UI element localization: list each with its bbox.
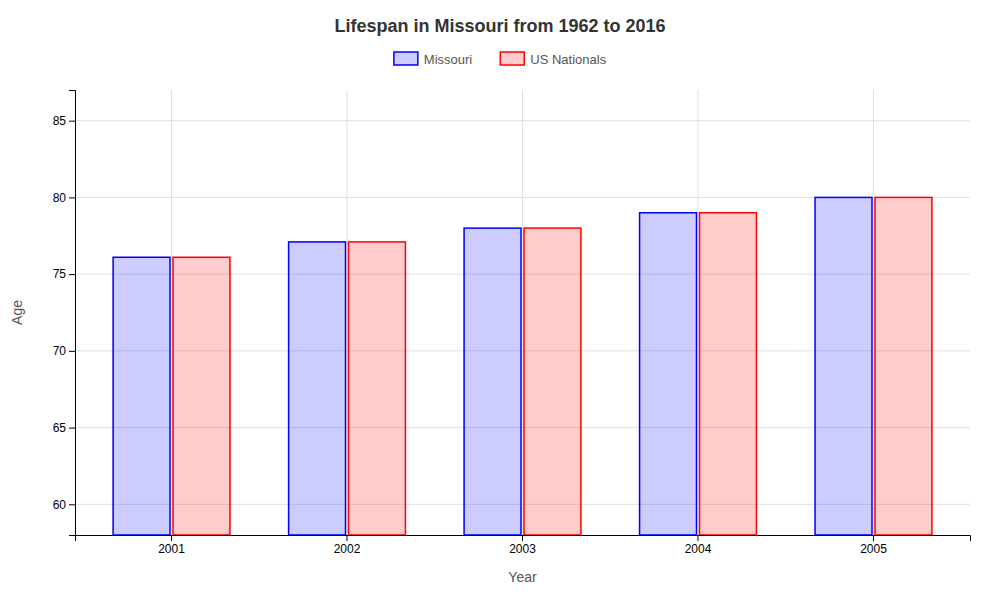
x-tick-label: 2003: [509, 542, 536, 556]
legend: Missouri US Nationals: [394, 52, 607, 67]
chart: 2001 2002 2003 2004 2005 60 65 70 75 80 85 Lifespan…: [0, 0, 1000, 600]
y-axis-line: [69, 91, 76, 536]
x-grid-line: [522, 90, 523, 535]
x-tick-mark: [697, 535, 698, 541]
x-tick: 2003: [509, 535, 536, 556]
y-axis: 60 65 70 75 80 85: [53, 91, 76, 536]
y-tick-label: 60: [53, 498, 67, 512]
x-tick-label: 2005: [860, 542, 887, 556]
y-tick-label: 65: [53, 421, 67, 435]
x-tick: 2002: [334, 535, 361, 556]
bar-series: [113, 197, 872, 535]
x-grid-line: [873, 90, 874, 535]
y-tick-label: 80: [53, 191, 67, 205]
x-axis-title: Year: [508, 569, 537, 585]
x-axis: 2001 2002 2003 2004 2005: [76, 535, 971, 556]
x-grid-line: [697, 90, 698, 535]
x-tick-mark: [171, 535, 172, 541]
legend-swatch: [500, 52, 524, 65]
y-tick-label: 85: [53, 114, 67, 128]
y-axis-title: Age: [9, 300, 25, 325]
y-tick: 60: [53, 498, 75, 512]
x-tick: 2001: [158, 535, 185, 556]
y-tick-label: 70: [53, 344, 67, 358]
bar-series: [173, 197, 932, 535]
title: Lifespan in Missouri from 1962 to 2016: [334, 16, 665, 36]
y-tick: 85: [53, 114, 75, 128]
legend-label: US Nationals: [530, 52, 606, 67]
legend-swatch: [394, 52, 418, 65]
bar: [875, 197, 932, 535]
bar: [173, 257, 230, 535]
grid: [75, 90, 970, 535]
y-tick: 65: [53, 421, 75, 435]
x-tick-mark: [522, 535, 523, 541]
x-tick-label: 2002: [334, 542, 361, 556]
x-tick: 2004: [685, 535, 712, 556]
plot: 2001 2002 2003 2004 2005 60 65 70 75 80 85: [53, 90, 971, 556]
y-tick: 70: [53, 344, 75, 358]
y-tick-mark: [69, 121, 75, 122]
x-tick-mark: [873, 535, 874, 541]
bar: [815, 197, 872, 535]
y-tick-mark: [69, 504, 75, 505]
x-tick-label: 2001: [158, 542, 185, 556]
legend-item: US Nationals: [500, 52, 606, 67]
x-tick-mark: [347, 535, 348, 541]
y-tick-mark: [69, 351, 75, 352]
y-tick: 75: [53, 267, 75, 281]
y-tick-label: 75: [53, 267, 67, 281]
bar: [699, 213, 756, 535]
bars: [113, 197, 932, 535]
x-grid-line: [347, 90, 348, 535]
x-axis-line: [76, 536, 971, 542]
y-tick-mark: [69, 428, 75, 429]
bar: [524, 228, 581, 535]
bar: [289, 242, 346, 535]
legend-item: Missouri: [394, 52, 473, 67]
bar: [113, 257, 170, 535]
x-tick: 2005: [860, 535, 887, 556]
bar: [464, 228, 521, 535]
y-tick: 80: [53, 191, 75, 205]
legend-label: Missouri: [424, 52, 473, 67]
x-grid-line: [171, 90, 172, 535]
y-tick-mark: [69, 274, 75, 275]
bar: [640, 213, 697, 535]
x-tick-label: 2004: [685, 542, 712, 556]
bar: [349, 242, 406, 535]
y-tick-mark: [69, 197, 75, 198]
